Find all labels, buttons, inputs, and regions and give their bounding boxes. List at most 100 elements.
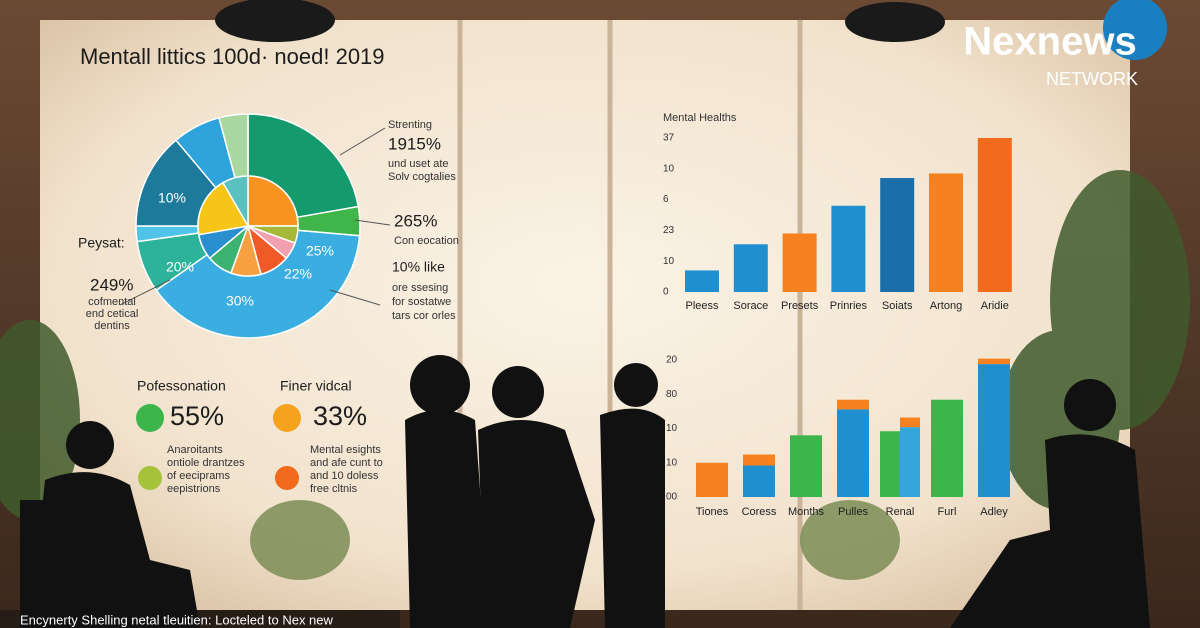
x-tick-label: Aridie xyxy=(981,300,1009,312)
bar xyxy=(929,173,963,292)
pie-label: 22% xyxy=(284,266,312,282)
bar xyxy=(685,270,719,292)
bar xyxy=(733,244,768,292)
silhouettes xyxy=(20,355,1150,628)
y-tick-label: 0 xyxy=(663,287,669,298)
pie-chart: 10% 20% 30% 25% 22% Strenting 1915% und uset at… xyxy=(78,113,459,339)
x-tick-label: Months xyxy=(788,506,825,518)
bar-segment xyxy=(743,454,775,466)
callout-text: ore ssesing xyxy=(392,282,448,294)
stat-head: Pofessonation xyxy=(137,378,226,394)
y-tick-label: 10 xyxy=(663,256,675,267)
callout-line xyxy=(119,279,171,306)
x-tick-label: Prinries xyxy=(830,300,868,312)
stat-text: eepistrions xyxy=(167,483,221,495)
stat-head: Finer vidcal xyxy=(280,378,352,394)
x-tick-label: Pulles xyxy=(838,506,868,518)
x-tick-label: Coress xyxy=(742,506,777,518)
x-tick-label: Renal xyxy=(886,506,915,518)
callout-text: dentins xyxy=(94,320,130,332)
callout-line xyxy=(339,127,386,156)
y-tick-label: 10 xyxy=(666,423,678,434)
callout-head: Solv cogtalies xyxy=(388,171,456,183)
callout-line xyxy=(354,219,391,226)
stat-icon xyxy=(275,466,299,490)
x-tick-label: Soiats xyxy=(882,300,913,312)
callout-text: Con eocation xyxy=(394,235,459,247)
footer: Encynerty Shelling netal tleuitien: Loct… xyxy=(20,612,334,627)
stat-icon xyxy=(273,404,301,432)
bar-segment xyxy=(900,427,920,497)
stat-text: of eeciprams xyxy=(167,470,230,482)
y-tick-label: 20 xyxy=(666,355,678,366)
bar xyxy=(880,431,900,497)
bar-segment xyxy=(978,364,1010,497)
callout-value: 265% xyxy=(394,211,437,230)
stat-text: ontiole drantzes xyxy=(167,457,245,469)
x-tick-label: Tiones xyxy=(696,506,729,518)
footer-band xyxy=(0,610,400,628)
stat-text: Mental esights xyxy=(310,444,381,456)
x-tick-label: Adley xyxy=(980,506,1008,518)
x-tick-label: Presets xyxy=(781,300,819,312)
callout-head: Strenting xyxy=(388,119,432,131)
bar-segment xyxy=(790,435,822,497)
callout-head: Peysat: xyxy=(78,235,125,251)
bar-segment xyxy=(900,417,920,428)
bar xyxy=(831,205,866,292)
pie-label: 10% xyxy=(158,190,186,206)
stat-icon xyxy=(136,404,164,432)
callout-value: 1915% xyxy=(388,134,441,153)
bar xyxy=(880,178,915,292)
charts: Mental Healths 37 10 6 23 10 0 Pleess Sorace Pres… xyxy=(663,112,1012,518)
callout-text: cofmental xyxy=(88,296,136,308)
bar-segment xyxy=(978,358,1010,365)
stat-text: and 10 doless xyxy=(310,470,379,482)
x-tick-label: Sorace xyxy=(733,300,768,312)
bar xyxy=(977,138,1012,292)
x-tick-label: Artong xyxy=(930,300,962,312)
x-tick-label: Pleess xyxy=(685,300,719,312)
bar-segment xyxy=(931,399,963,497)
pie-label: 25% xyxy=(306,243,334,259)
y-tick-label: 6 xyxy=(663,194,669,205)
logo-icon xyxy=(1103,0,1167,60)
stat-text: free cltnis xyxy=(310,483,358,495)
stat-text: and afe cunt to xyxy=(310,457,383,469)
title: Mentall littics 100d· noed! 2019 xyxy=(80,44,385,69)
chart-title: Mental Healths xyxy=(663,112,737,124)
pie-label: 30% xyxy=(226,293,254,309)
bar-segment xyxy=(743,465,775,497)
callout-text: tars cor orles xyxy=(392,310,456,322)
callout-text: end cetical xyxy=(86,308,139,320)
callout-value: 249% xyxy=(90,275,133,294)
stat-text: Anaroitants xyxy=(167,444,223,456)
bar xyxy=(782,233,817,292)
callout-text: und uset ate xyxy=(388,158,449,170)
y-tick-label: 10 xyxy=(666,457,678,468)
lamp xyxy=(845,2,945,42)
bar-segment xyxy=(837,409,869,497)
pie-slice xyxy=(221,175,249,229)
stat-icon xyxy=(138,466,162,490)
logo-name: Nexnews xyxy=(963,20,1136,64)
plants xyxy=(0,170,1190,580)
logo-sub: NETWORK xyxy=(1046,69,1138,89)
pie-label: 20% xyxy=(166,259,194,275)
y-tick-label: 00 xyxy=(666,492,678,503)
y-tick-label: 37 xyxy=(663,133,675,144)
callout-text: for sostatwe xyxy=(392,296,451,308)
bar-segment xyxy=(696,462,728,497)
x-tick-label: Furl xyxy=(938,506,957,518)
stat-value: 33% xyxy=(313,401,367,431)
lamp xyxy=(215,0,335,42)
y-tick-label: 10 xyxy=(663,163,675,174)
callout-head: 10% like xyxy=(392,259,445,275)
y-tick-label: 23 xyxy=(663,225,675,236)
stat-value: 55% xyxy=(170,401,224,431)
bar-segment xyxy=(837,399,869,410)
y-tick-label: 80 xyxy=(666,389,678,400)
callout-line xyxy=(329,289,381,306)
